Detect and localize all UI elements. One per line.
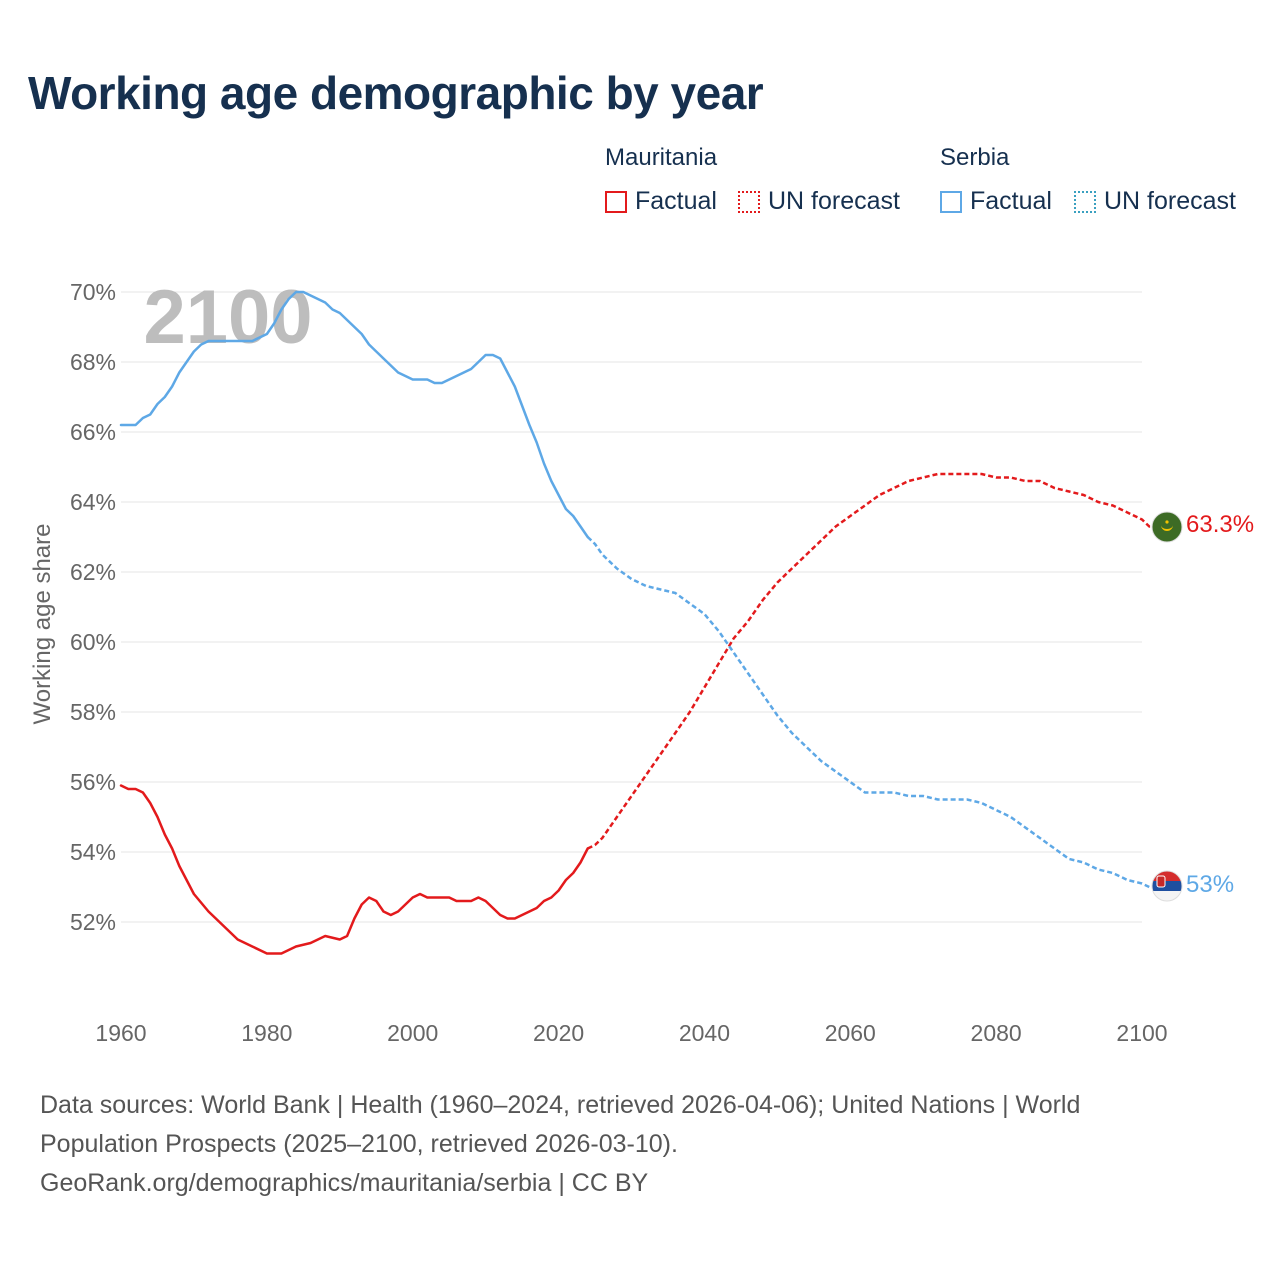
y-tick-label: 56% bbox=[70, 769, 116, 795]
year-watermark: 2100 bbox=[143, 275, 312, 360]
x-tick-label: 2020 bbox=[533, 1020, 584, 1046]
serbia-factual-line bbox=[119, 290, 589, 539]
x-tick-label: 2000 bbox=[387, 1020, 438, 1046]
legend-group-mauritania: Mauritania bbox=[605, 144, 718, 171]
serbia-forecast-line bbox=[586, 536, 1157, 889]
y-tick-label: 54% bbox=[70, 839, 116, 865]
data-source-note: Data sources: World Bank | Health (1960–… bbox=[40, 1086, 1220, 1203]
chart-title: Working age demographic by year bbox=[28, 67, 764, 119]
legend-group-serbia: Serbia bbox=[940, 144, 1010, 171]
end-label-mauritania: 63.3% bbox=[1186, 511, 1254, 538]
y-tick-label: 64% bbox=[70, 489, 116, 515]
serbia-flag-icon bbox=[1151, 870, 1183, 902]
y-tick-label: 58% bbox=[70, 699, 116, 725]
legend-mauritania-factual[interactable]: Factual bbox=[605, 187, 717, 216]
mauritania-factual-line bbox=[119, 784, 589, 955]
legend-label: UN forecast bbox=[1104, 187, 1236, 215]
x-tick-label: 1960 bbox=[95, 1020, 146, 1046]
y-tick-label: 70% bbox=[70, 279, 116, 305]
legend-label: UN forecast bbox=[768, 187, 900, 215]
legend-swatch-dotted-icon bbox=[738, 190, 760, 213]
legend-mauritania-forecast[interactable]: UN forecast bbox=[738, 187, 900, 216]
legend-swatch-dotted-icon bbox=[1074, 190, 1096, 213]
y-axis-ticks: 52% 54% 56% 58% 60% 62% 64% 66% 68% 70% bbox=[70, 279, 116, 935]
x-axis-ticks: 1960 1980 2000 2020 2040 2060 2080 2100 bbox=[95, 1020, 1167, 1046]
y-tick-label: 68% bbox=[70, 349, 116, 375]
y-tick-label: 62% bbox=[70, 559, 116, 585]
end-markers bbox=[1151, 511, 1183, 902]
source-line-2: Population Prospects (2025–2100, retriev… bbox=[40, 1130, 678, 1158]
x-tick-label: 2100 bbox=[1116, 1020, 1167, 1046]
legend-swatch-solid-icon bbox=[605, 190, 627, 213]
grid-lines bbox=[121, 291, 1142, 923]
x-tick-label: 2040 bbox=[679, 1020, 730, 1046]
source-line-1: Data sources: World Bank | Health (1960–… bbox=[40, 1091, 1081, 1119]
legend-serbia-forecast[interactable]: UN forecast bbox=[1074, 187, 1236, 216]
legend-swatch-solid-icon bbox=[940, 190, 962, 213]
series-lines bbox=[119, 290, 1157, 955]
x-tick-label: 2060 bbox=[825, 1020, 876, 1046]
legend-serbia-factual[interactable]: Factual bbox=[940, 187, 1052, 216]
y-tick-label: 60% bbox=[70, 629, 116, 655]
x-tick-label: 2080 bbox=[971, 1020, 1022, 1046]
y-tick-label: 66% bbox=[70, 419, 116, 445]
legend-label: Factual bbox=[970, 187, 1052, 215]
end-label-serbia: 53% bbox=[1186, 871, 1234, 898]
y-tick-label: 52% bbox=[70, 909, 116, 935]
x-tick-label: 1980 bbox=[241, 1020, 292, 1046]
source-line-3[interactable]: GeoRank.org/demographics/mauritania/serb… bbox=[40, 1169, 649, 1197]
line-chart: 2100 52% 54% 56% 58% 60% 62% 64% 66% 68% 70% 1960… bbox=[29, 275, 1254, 1046]
mauritania-flag-icon bbox=[1151, 511, 1183, 543]
legend-label: Factual bbox=[635, 187, 717, 215]
y-axis-label: Working age share bbox=[29, 524, 56, 725]
